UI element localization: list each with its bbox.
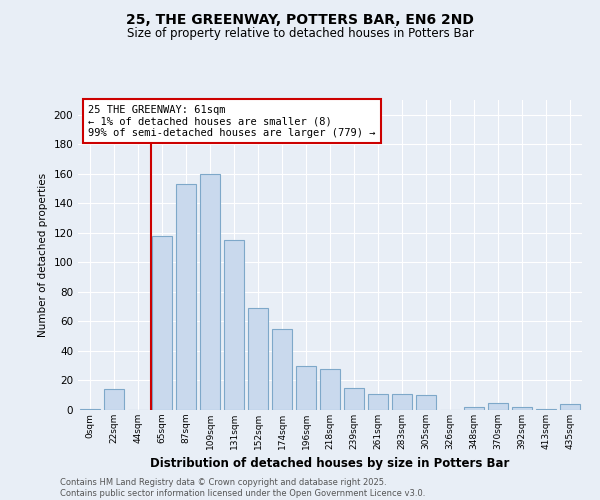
Y-axis label: Number of detached properties: Number of detached properties — [38, 173, 48, 337]
Bar — [488, 402, 508, 410]
Bar — [272, 329, 292, 410]
Bar — [464, 407, 484, 410]
X-axis label: Distribution of detached houses by size in Potters Bar: Distribution of detached houses by size … — [151, 458, 509, 470]
Bar — [320, 368, 340, 410]
Bar — [344, 388, 364, 410]
Bar — [80, 408, 100, 410]
Bar — [248, 308, 268, 410]
Bar — [176, 184, 196, 410]
Bar — [368, 394, 388, 410]
Bar — [536, 408, 556, 410]
Bar — [104, 390, 124, 410]
Bar — [152, 236, 172, 410]
Text: Contains HM Land Registry data © Crown copyright and database right 2025.
Contai: Contains HM Land Registry data © Crown c… — [60, 478, 425, 498]
Bar — [392, 394, 412, 410]
Bar — [200, 174, 220, 410]
Bar — [512, 407, 532, 410]
Bar — [224, 240, 244, 410]
Text: 25 THE GREENWAY: 61sqm
← 1% of detached houses are smaller (8)
99% of semi-detac: 25 THE GREENWAY: 61sqm ← 1% of detached … — [88, 104, 376, 138]
Bar — [416, 395, 436, 410]
Bar — [560, 404, 580, 410]
Text: 25, THE GREENWAY, POTTERS BAR, EN6 2ND: 25, THE GREENWAY, POTTERS BAR, EN6 2ND — [126, 12, 474, 26]
Bar — [296, 366, 316, 410]
Text: Size of property relative to detached houses in Potters Bar: Size of property relative to detached ho… — [127, 28, 473, 40]
